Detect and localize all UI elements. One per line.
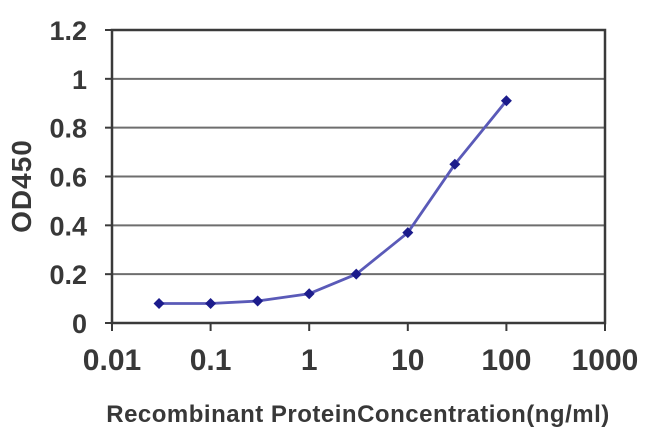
x-tick-label: 1 <box>301 344 318 377</box>
data-point-marker <box>303 288 315 300</box>
data-point-marker <box>500 95 512 107</box>
y-tick-label: 0.8 <box>49 114 87 144</box>
y-tick-label: 0.6 <box>49 163 87 193</box>
x-tick-label: 100 <box>481 344 531 377</box>
y-tick-label: 0.4 <box>49 211 87 241</box>
data-point-marker <box>252 295 264 307</box>
series-line <box>157 99 508 305</box>
x-tick-label: 10 <box>391 344 424 377</box>
y-tick-label: 1.2 <box>49 16 87 46</box>
x-tick-label: 0.1 <box>190 344 232 377</box>
data-point-marker <box>153 297 165 309</box>
data-point-marker <box>205 297 217 309</box>
x-tick-label: 1000 <box>572 344 639 377</box>
data-point-marker <box>449 158 461 170</box>
data-point-marker <box>402 227 414 239</box>
x-tick-label: 0.01 <box>83 344 141 377</box>
y-tick-label: 1 <box>72 65 87 95</box>
y-tick-label: 0.2 <box>49 260 87 290</box>
x-axis-title: Recombinant ProteinConcentration(ng/ml) <box>106 401 610 428</box>
y-tick-label: 0 <box>72 309 87 339</box>
data-point-marker <box>350 268 362 280</box>
